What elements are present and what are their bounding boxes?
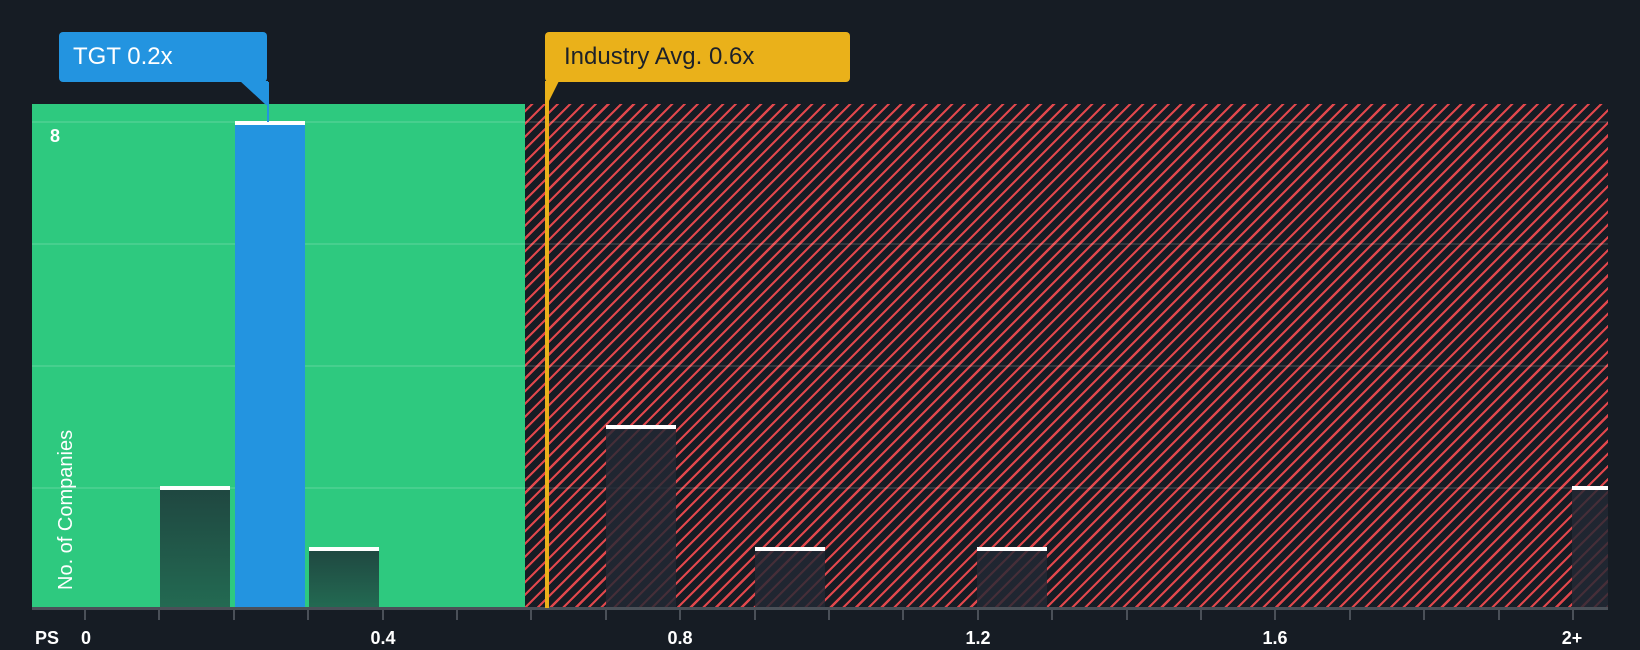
gridline-4 [32, 365, 1608, 367]
bar-cap [235, 121, 305, 125]
x-tick [84, 609, 86, 620]
x-tick [977, 609, 979, 620]
x-tick [382, 609, 384, 620]
y-tick-label-8: 8 [50, 126, 61, 146]
x-tick [902, 609, 904, 620]
x-tick [1349, 609, 1351, 620]
bar-0.2-0.3-tgt[interactable] [235, 121, 305, 608]
above-average-zone [525, 104, 1608, 608]
bar-cap [309, 547, 379, 551]
x-tick-label-0.8: 0.8 [667, 628, 693, 648]
bar-0.7-0.8[interactable] [606, 425, 676, 608]
industry-average-line [545, 82, 549, 608]
bar-cap [977, 547, 1047, 551]
x-tick [1274, 609, 1276, 620]
x-tick [679, 609, 681, 620]
x-tick [233, 609, 235, 620]
x-tick-label-1.2: 1.2 [965, 628, 991, 648]
x-tick [1572, 609, 1574, 620]
x-tick [605, 609, 607, 620]
bar-0.1-0.2[interactable] [160, 486, 230, 608]
industry-average-label: Industry Avg. 0.6x [564, 43, 755, 70]
x-tick [530, 609, 532, 620]
bar-0.9-1.0[interactable] [755, 547, 825, 608]
x-tick [754, 609, 756, 620]
industry-average-callout: Industry Avg. 0.6x [545, 32, 850, 82]
x-tick-label-1.6: 1.6 [1262, 628, 1288, 648]
gridline-8 [32, 121, 1608, 123]
x-tick [1126, 609, 1128, 620]
x-tick [1200, 609, 1202, 620]
gridline-2 [32, 487, 1608, 489]
bar-cap [606, 425, 676, 429]
gridline-6 [32, 243, 1608, 245]
x-tick [456, 609, 458, 620]
x-tick [158, 609, 160, 620]
bar-cap [755, 547, 825, 551]
x-tick [828, 609, 830, 620]
bar-0.3-0.4[interactable] [309, 547, 379, 608]
x-tick [307, 609, 309, 620]
x-tick-label-0.4: 0.4 [370, 628, 396, 648]
bar-2-plus[interactable] [1572, 486, 1608, 608]
x-tick [1498, 609, 1500, 620]
bar-1.2-1.3[interactable] [977, 547, 1047, 608]
bar-cap [160, 486, 230, 490]
industry-callout-pointer [545, 81, 559, 105]
x-tick [1051, 609, 1053, 620]
x-axis-line [32, 607, 1608, 610]
x-tick-label-0: 0 [80, 628, 92, 648]
company-callout: TGT 0.2x [59, 32, 267, 82]
company-ps-label: TGT 0.2x [73, 43, 173, 70]
bar-cap [1572, 486, 1608, 490]
y-axis-title: No. of Companies [55, 429, 77, 590]
x-axis-title: PS [35, 628, 60, 648]
x-tick [1423, 609, 1425, 620]
company-callout-pointer [240, 81, 268, 105]
x-tick-label-2-plus: 2+ [1561, 628, 1583, 648]
